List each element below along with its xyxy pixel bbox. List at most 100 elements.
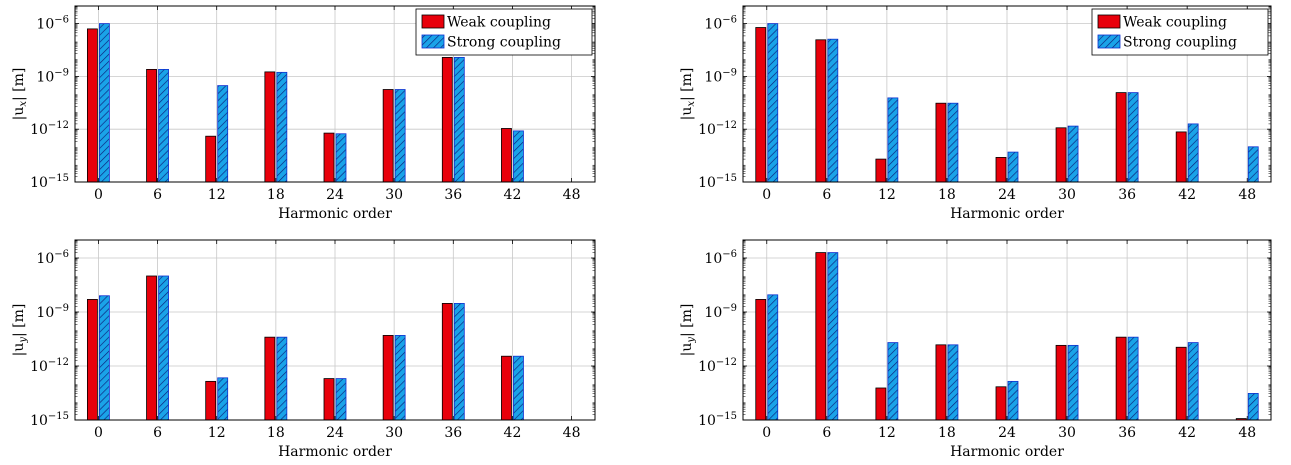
x-tick-label: 6 [153, 187, 162, 203]
bar-weak-6 [146, 275, 157, 421]
legend-box [415, 8, 593, 56]
x-tick-label: 12 [208, 425, 226, 441]
x-tick-label: 6 [153, 425, 162, 441]
bar-weak-24 [995, 386, 1007, 421]
bar-weak-24 [995, 156, 1007, 183]
bar-weak-0 [87, 299, 98, 421]
bar-weak-6 [815, 252, 827, 421]
bar-strong-0 [99, 23, 110, 183]
bar-weak-42 [1175, 346, 1187, 421]
legend: Weak coupling Strong coupling [1091, 8, 1269, 56]
y-tick-label: 10−12 [30, 357, 69, 375]
x-tick-label: 42 [504, 187, 522, 203]
bar-strong-6 [158, 275, 169, 421]
bar-weak-36 [441, 303, 453, 421]
bar-strong-48 [1247, 393, 1259, 421]
x-tick-label: 30 [1058, 187, 1076, 203]
x-tick-label: 0 [762, 187, 771, 203]
x-tick-label: 18 [938, 425, 956, 441]
bar-strong-30 [394, 89, 406, 183]
y-axis-title: |ux| [m] [11, 68, 29, 121]
x-tick-label: 24 [326, 187, 344, 203]
y-tick-label: 10−9 [704, 303, 737, 321]
bar-strong-6 [158, 68, 169, 183]
bar-strong-36 [453, 303, 465, 421]
bar-weak-18 [264, 71, 276, 183]
x-tick-label: 18 [267, 425, 285, 441]
bar-strong-24 [1007, 151, 1019, 183]
bar-weak-6 [146, 68, 157, 183]
y-tick-label: 10−6 [36, 249, 69, 267]
bar-strong-36 [1127, 92, 1139, 183]
bar-weak-36 [1115, 92, 1127, 183]
x-tick-label: 48 [1238, 425, 1256, 441]
x-tick-label: 42 [504, 425, 522, 441]
x-tick-label: 36 [444, 425, 462, 441]
x-tick-label: 36 [444, 187, 462, 203]
bar-strong-6 [827, 38, 839, 183]
y-tick-label: 10−6 [704, 15, 737, 33]
x-tick-label: 42 [1178, 425, 1196, 441]
x-axis-title: Harmonic order [278, 206, 392, 222]
bar-weak-6 [815, 39, 827, 183]
x-tick-label: 0 [94, 187, 103, 203]
x-tick-label: 30 [385, 425, 403, 441]
bar-weak-12 [205, 135, 217, 183]
bar-weak-30 [1055, 344, 1067, 421]
x-tick-label: 12 [208, 187, 226, 203]
legend-swatch-strong [1097, 34, 1121, 49]
chart-panel-1: 0 6 12 18 24 30 36 42 48 10−15 10−12 10−9 10−6 Harmon… [11, 5, 596, 222]
x-tick-label: 18 [267, 187, 285, 203]
legend-swatch-weak [421, 14, 445, 29]
x-tick-label: 0 [94, 425, 103, 441]
y-tick-label: 10−15 [698, 411, 737, 429]
y-tick-label: 10−9 [36, 303, 69, 321]
x-tick-label: 36 [1118, 425, 1136, 441]
x-axis-title: Harmonic order [278, 444, 392, 460]
legend: Weak coupling Strong coupling [415, 8, 593, 56]
bar-weak-42 [501, 128, 512, 183]
bar-weak-36 [1115, 336, 1127, 421]
bar-weak-24 [323, 378, 335, 421]
y-tick-label: 10−15 [30, 411, 69, 429]
y-tick-label: 10−6 [36, 15, 69, 33]
bar-strong-30 [1067, 125, 1079, 183]
bar-strong-36 [453, 57, 465, 183]
bar-strong-48 [1247, 146, 1259, 183]
bar-weak-12 [205, 380, 217, 421]
y-tick-label: 10−9 [704, 67, 737, 85]
legend-label-weak: Weak coupling [1123, 15, 1227, 31]
x-tick-label: 12 [878, 187, 896, 203]
bar-weak-12 [875, 158, 887, 183]
bar-weak-18 [935, 102, 947, 183]
x-tick-label: 18 [938, 187, 956, 203]
bar-weak-30 [382, 335, 394, 421]
y-tick-label: 10−15 [30, 173, 69, 191]
bar-weak-18 [264, 336, 276, 421]
chart-panel-3: 0 6 12 18 24 30 36 42 48 10−15 10−12 10−9 10−6 Harmon… [11, 239, 596, 460]
y-tick-label: 10−12 [698, 357, 737, 375]
x-axis-title: Harmonic order [950, 206, 1064, 222]
bar-weak-30 [1055, 127, 1067, 183]
bar-weak-0 [755, 299, 767, 421]
bar-strong-18 [276, 336, 288, 421]
bar-strong-18 [276, 71, 288, 183]
bar-weak-12 [875, 387, 887, 421]
legend-box [1091, 8, 1269, 56]
bar-strong-42 [513, 355, 524, 421]
legend-label-strong: Strong coupling [447, 35, 561, 51]
bar-weak-36 [441, 57, 453, 183]
bar-weak-30 [382, 89, 394, 183]
bar-weak-42 [501, 355, 512, 421]
x-tick-label: 6 [822, 187, 831, 203]
bar-weak-18 [935, 344, 947, 421]
legend-label-strong: Strong coupling [1123, 35, 1237, 51]
x-tick-label: 48 [563, 425, 581, 441]
x-tick-label: 48 [563, 187, 581, 203]
bar-strong-12 [887, 97, 899, 183]
bar-strong-12 [887, 342, 899, 421]
bar-strong-6 [827, 252, 839, 421]
bar-strong-12 [217, 377, 229, 421]
y-axis-title: |ux| [m] [679, 68, 697, 121]
